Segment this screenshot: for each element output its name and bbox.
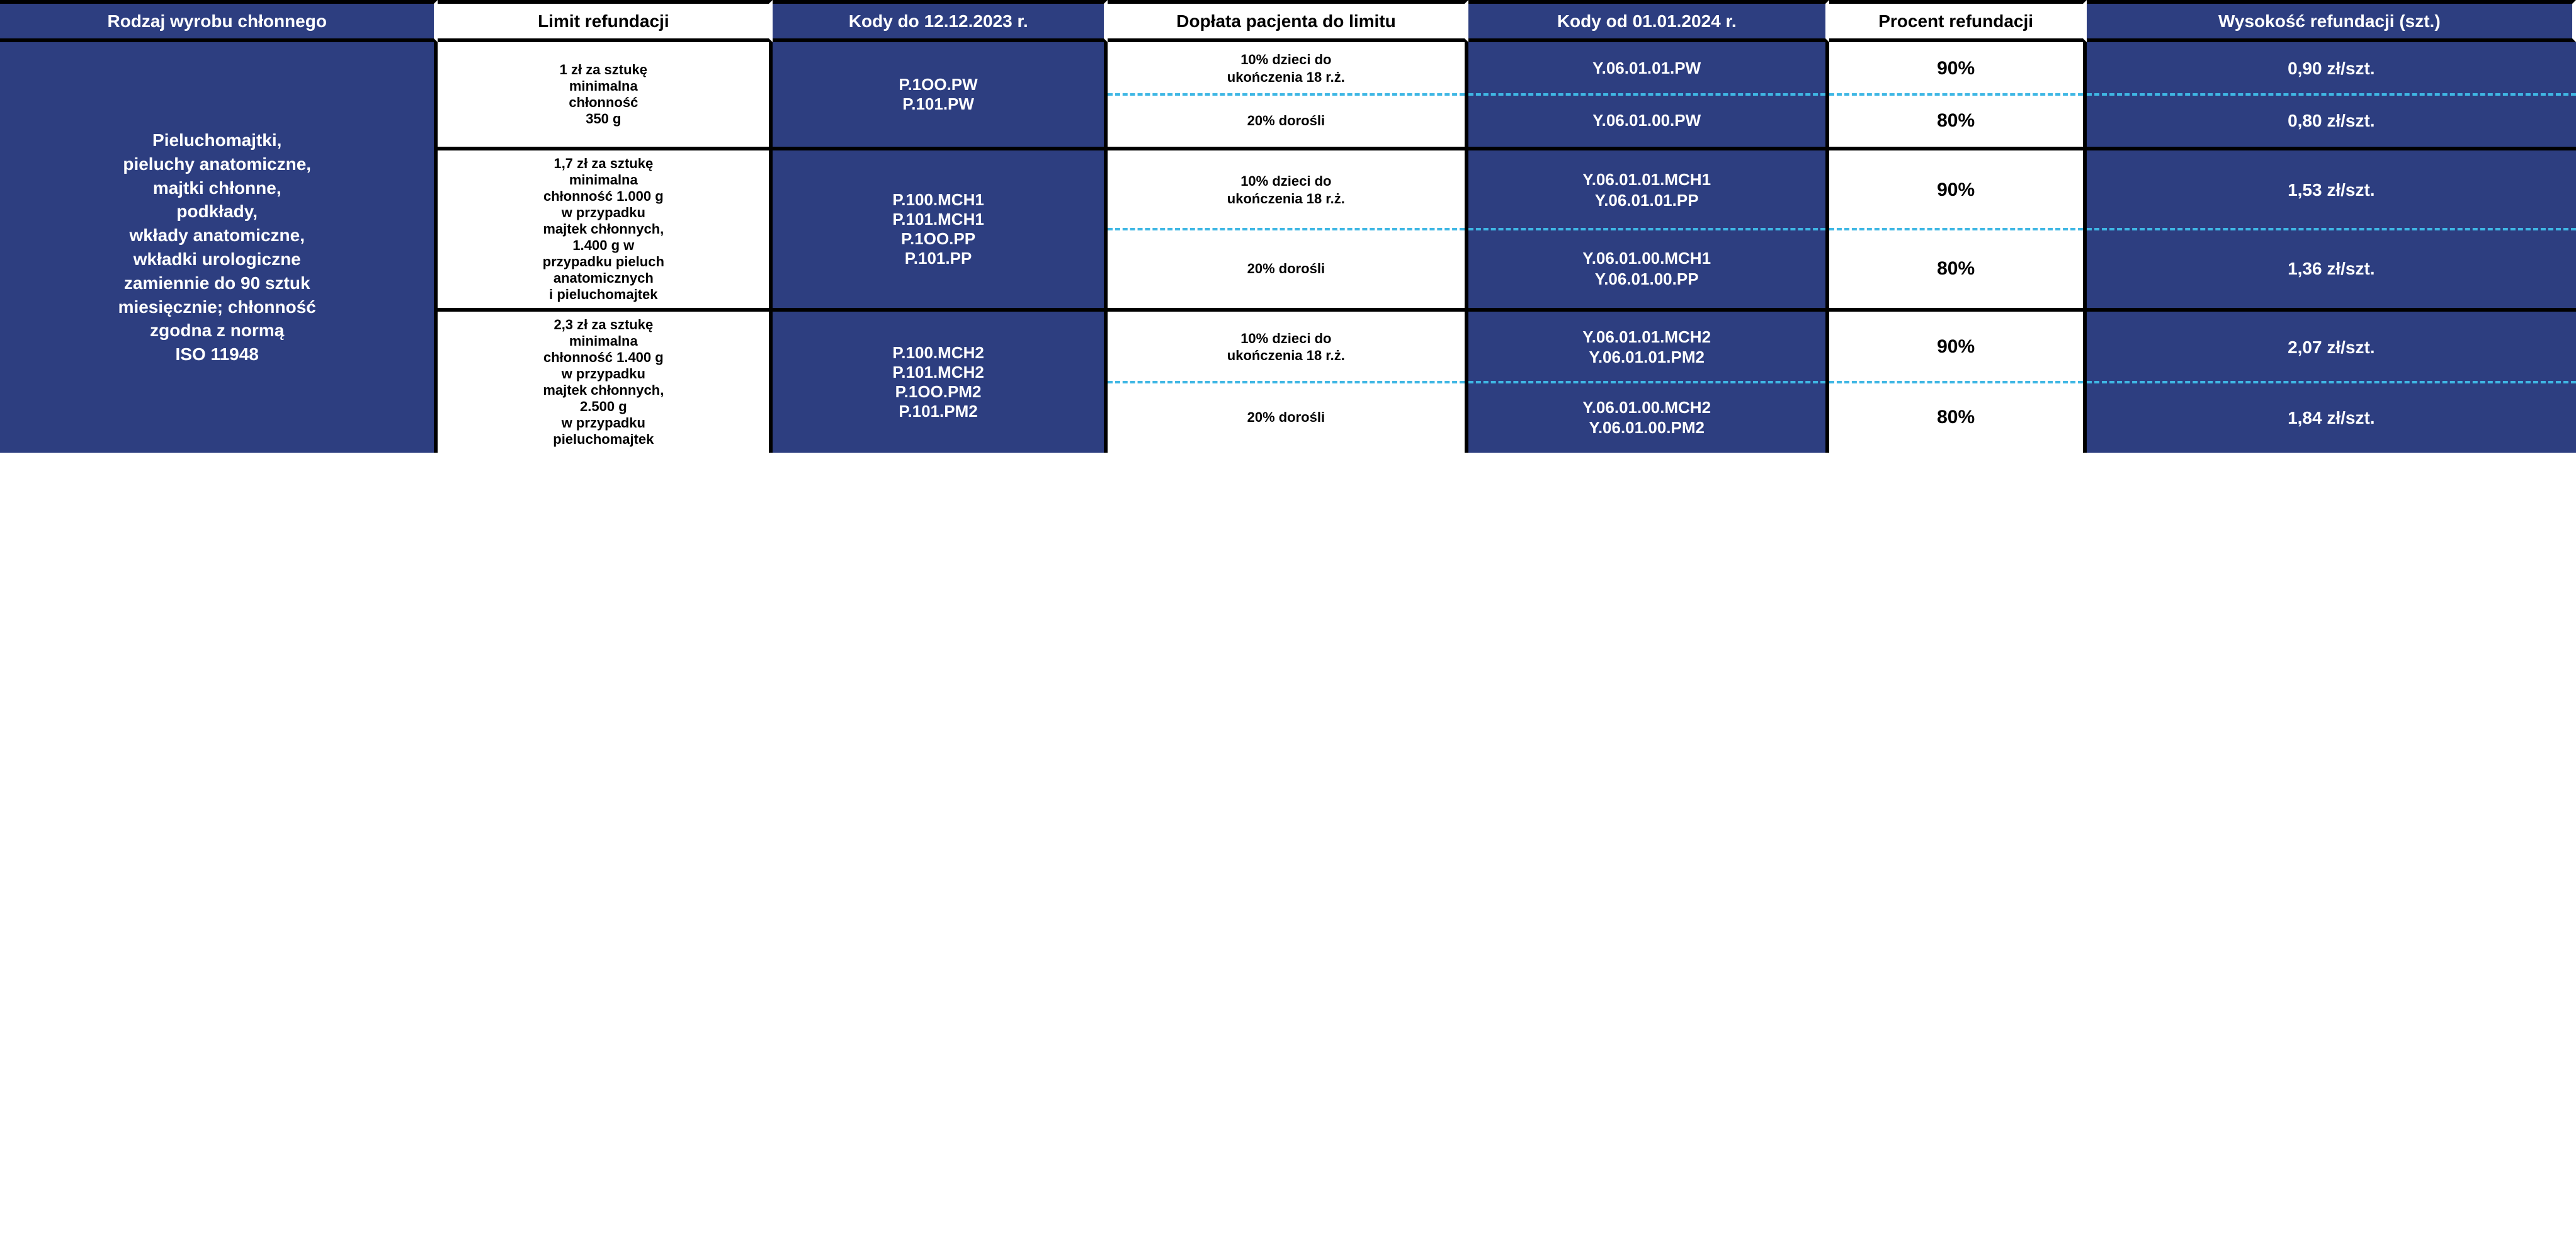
dash-divider (1829, 228, 2083, 230)
percent-top: 90% (1829, 42, 2083, 94)
col-header-doplata: Dopłata pacjenta do limitu (1108, 0, 1468, 42)
table-body: 1 zł za sztukę minimalna chłonność 350 g… (438, 42, 2576, 453)
dash-divider (2087, 381, 2576, 383)
wysokosc-bot: 0,80 zł/szt. (2087, 94, 2576, 147)
codes-old-cell: P.100.MCH2 P.101.MCH2 P.1OO.PM2 P.101.PM… (773, 312, 1108, 453)
col-header-product-type: Rodzaj wyrobu chłonnego (0, 0, 438, 42)
codes-new-col: Y.06.01.01.MCH2 Y.06.01.01.PM2 Y.06.01.0… (1468, 312, 1829, 453)
product-type-cell: Pieluchomajtki, pieluchy anatomiczne, ma… (0, 42, 438, 453)
dash-divider (1829, 381, 2083, 383)
col-header-wysokosc: Wysokość refundacji (szt.) (2087, 0, 2576, 42)
table-row: 2,3 zł za sztukę minimalna chłonność 1.4… (438, 312, 2576, 453)
doplata-top: 10% dzieci do ukończenia 18 r.ż. (1108, 312, 1465, 382)
percent-bot: 80% (1829, 229, 2083, 308)
percent-top: 90% (1829, 312, 2083, 382)
doplata-col: 10% dzieci do ukończenia 18 r.ż. 20% dor… (1108, 150, 1468, 308)
doplata-col: 10% dzieci do ukończenia 18 r.ż. 20% dor… (1108, 42, 1468, 147)
percent-col: 90% 80% (1829, 312, 2087, 453)
table-row: 1 zł za sztukę minimalna chłonność 350 g… (438, 42, 2576, 150)
percent-col: 90% 80% (1829, 150, 2087, 308)
dash-divider (1108, 228, 1465, 230)
codes-new-top: Y.06.01.01.MCH1 Y.06.01.01.PP (1468, 150, 1825, 229)
percent-bot: 80% (1829, 94, 2083, 147)
wysokosc-col: 0,90 zł/szt. 0,80 zł/szt. (2087, 42, 2576, 147)
percent-col: 90% 80% (1829, 42, 2087, 147)
dash-divider (1108, 381, 1465, 383)
col-header-codes-old: Kody do 12.12.2023 r. (773, 0, 1108, 42)
wysokosc-col: 1,53 zł/szt. 1,36 zł/szt. (2087, 150, 2576, 308)
dash-divider (1468, 93, 1825, 96)
dash-divider (1468, 228, 1825, 230)
doplata-bot: 20% dorośli (1108, 382, 1465, 453)
wysokosc-top: 2,07 zł/szt. (2087, 312, 2576, 382)
codes-new-top: Y.06.01.01.PW (1468, 42, 1825, 94)
wysokosc-bot: 1,36 zł/szt. (2087, 229, 2576, 308)
percent-bot: 80% (1829, 382, 2083, 453)
doplata-bot: 20% dorośli (1108, 94, 1465, 147)
limit-cell: 1 zł za sztukę minimalna chłonność 350 g (438, 42, 773, 147)
dash-divider (2087, 228, 2576, 230)
wysokosc-top: 0,90 zł/szt. (2087, 42, 2576, 94)
col-header-limit: Limit refundacji (438, 0, 773, 42)
limit-cell: 1,7 zł za sztukę minimalna chłonność 1.0… (438, 150, 773, 308)
codes-old-cell: P.1OO.PW P.101.PW (773, 42, 1108, 147)
refund-table: Rodzaj wyrobu chłonnego Limit refundacji… (0, 0, 2576, 453)
doplata-col: 10% dzieci do ukończenia 18 r.ż. 20% dor… (1108, 312, 1468, 453)
col-header-percent: Procent refundacji (1829, 0, 2087, 42)
codes-new-bot: Y.06.01.00.MCH1 Y.06.01.00.PP (1468, 229, 1825, 308)
dash-divider (1829, 93, 2083, 96)
codes-new-col: Y.06.01.01.MCH1 Y.06.01.01.PP Y.06.01.00… (1468, 150, 1829, 308)
dash-divider (1108, 93, 1465, 96)
dash-divider (1468, 381, 1825, 383)
doplata-top: 10% dzieci do ukończenia 18 r.ż. (1108, 42, 1465, 94)
doplata-bot: 20% dorośli (1108, 229, 1465, 308)
dash-divider (2087, 93, 2576, 96)
wysokosc-col: 2,07 zł/szt. 1,84 zł/szt. (2087, 312, 2576, 453)
col-header-codes-new: Kody od 01.01.2024 r. (1468, 0, 1829, 42)
codes-old-cell: P.100.MCH1 P.101.MCH1 P.1OO.PP P.101.PP (773, 150, 1108, 308)
codes-new-top: Y.06.01.01.MCH2 Y.06.01.01.PM2 (1468, 312, 1825, 382)
limit-cell: 2,3 zł za sztukę minimalna chłonność 1.4… (438, 312, 773, 453)
wysokosc-top: 1,53 zł/szt. (2087, 150, 2576, 229)
codes-new-bot: Y.06.01.00.PW (1468, 94, 1825, 147)
wysokosc-bot: 1,84 zł/szt. (2087, 382, 2576, 453)
doplata-top: 10% dzieci do ukończenia 18 r.ż. (1108, 150, 1465, 229)
table-row: 1,7 zł za sztukę minimalna chłonność 1.0… (438, 150, 2576, 312)
codes-new-col: Y.06.01.01.PW Y.06.01.00.PW (1468, 42, 1829, 147)
codes-new-bot: Y.06.01.00.MCH2 Y.06.01.00.PM2 (1468, 382, 1825, 453)
percent-top: 90% (1829, 150, 2083, 229)
